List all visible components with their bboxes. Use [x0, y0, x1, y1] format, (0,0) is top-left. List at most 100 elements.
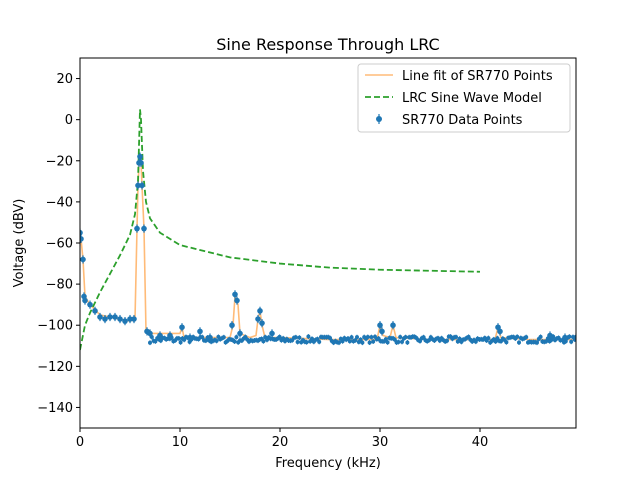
- y-tick-label: −40: [46, 195, 73, 210]
- data-noise-point: [524, 335, 529, 340]
- data-point: [138, 160, 144, 166]
- data-point: [232, 291, 238, 298]
- data-noise-point: [310, 336, 314, 341]
- data-point: [107, 314, 113, 320]
- data-point: [229, 322, 235, 329]
- data-noise-point: [176, 336, 181, 341]
- data-noise-point: [369, 335, 374, 340]
- data-noise-point: [445, 338, 449, 343]
- data-noise-point: [178, 340, 183, 345]
- data-point: [102, 316, 108, 322]
- data-noise-point: [398, 335, 403, 340]
- data-noise-point: [360, 340, 365, 345]
- data-point: [112, 314, 118, 320]
- data-noise-point: [277, 334, 282, 339]
- data-noise-point: [454, 335, 458, 340]
- data-noise-point: [493, 339, 498, 344]
- data-point: [117, 316, 123, 322]
- series-layer: [80, 109, 576, 351]
- y-tick-label: −60: [46, 237, 73, 252]
- y-tick-label: 0: [65, 113, 73, 128]
- x-tick-label: 20: [272, 435, 289, 450]
- data-point: [147, 330, 153, 337]
- data-point: [377, 322, 383, 329]
- data-noise-point: [295, 340, 300, 345]
- data-noise-point: [504, 340, 509, 345]
- y-tick-label: 20: [56, 72, 73, 87]
- y-tick-label: −20: [46, 154, 73, 169]
- x-axis: 0 10 20 30 40: [76, 428, 488, 450]
- data-noise-point: [385, 340, 390, 345]
- y-tick-label: −120: [37, 360, 73, 375]
- data-noise-point: [358, 337, 363, 342]
- data-point: [131, 316, 137, 322]
- data-point: [122, 318, 128, 324]
- data-point: [255, 316, 261, 322]
- data-point: [157, 332, 163, 339]
- data-point: [269, 330, 275, 337]
- y-axis-label: Voltage (dBV): [12, 199, 27, 288]
- plot-area: [79, 57, 577, 429]
- x-axis-label: Frequency (kHz): [275, 456, 381, 471]
- data-point: [80, 236, 84, 242]
- data-noise-point: [232, 339, 237, 344]
- data-noise-point: [517, 340, 521, 345]
- data-noise-point: [317, 339, 322, 344]
- data-noise-point: [365, 335, 370, 340]
- data-noise-point: [306, 334, 311, 339]
- data-noise-point: [297, 335, 302, 340]
- legend-frame: [357, 63, 571, 133]
- data-noise-point: [203, 338, 208, 343]
- chart-title: Sine Response Through LRC: [216, 35, 439, 54]
- data-noise-point: [328, 336, 332, 341]
- data-noise-point: [567, 334, 572, 339]
- data-point: [137, 153, 143, 160]
- data-noise-point: [383, 337, 388, 342]
- data-point: [187, 334, 193, 341]
- data-noise-point: [221, 335, 226, 340]
- legend-label: SR770 Data Points: [402, 113, 523, 128]
- data-point: [80, 229, 83, 236]
- legend-label: LRC Sine Wave Model: [402, 91, 542, 106]
- data-noise-point: [153, 339, 158, 344]
- data-point: [197, 328, 203, 335]
- data-point: [259, 320, 265, 326]
- data-noise-point: [396, 340, 401, 345]
- data-noise-point: [405, 340, 410, 345]
- data-point: [167, 332, 173, 339]
- data-noise-point: [466, 334, 471, 339]
- data-point: [497, 328, 503, 335]
- data-point: [139, 182, 145, 189]
- data-point: [179, 324, 185, 331]
- data-noise-point: [353, 338, 358, 343]
- data-point: [92, 308, 98, 314]
- data-noise-point: [421, 335, 426, 340]
- data-noise-point: [200, 335, 205, 340]
- data-point: [573, 334, 576, 341]
- data-noise-point: [355, 335, 359, 340]
- data-point: [547, 332, 553, 339]
- y-axis: 20 0 −20 −40 −60 −80 −100 −120 −140: [37, 72, 80, 416]
- data-point: [257, 308, 263, 314]
- data-noise-point: [293, 335, 298, 340]
- data-noise-point: [427, 338, 431, 343]
- data-noise-point: [403, 335, 408, 340]
- data-noise-point: [148, 340, 152, 345]
- data-noise-point: [347, 339, 352, 344]
- data-point: [141, 225, 147, 232]
- data-noise-point: [473, 339, 478, 344]
- data-point: [379, 328, 385, 335]
- data-noise-point: [261, 339, 266, 344]
- data-noise-point: [457, 336, 462, 341]
- series-line-model: [80, 109, 481, 351]
- data-noise-point: [400, 339, 404, 344]
- data-noise-point: [535, 340, 539, 345]
- y-tick-label: −80: [46, 278, 73, 293]
- data-point: [237, 330, 243, 337]
- data-noise-point: [304, 340, 309, 345]
- data-noise-point: [340, 339, 345, 344]
- data-noise-point: [569, 339, 574, 344]
- data-noise-point: [371, 339, 376, 344]
- y-tick-label: −140: [37, 401, 73, 416]
- data-noise-point: [234, 335, 239, 340]
